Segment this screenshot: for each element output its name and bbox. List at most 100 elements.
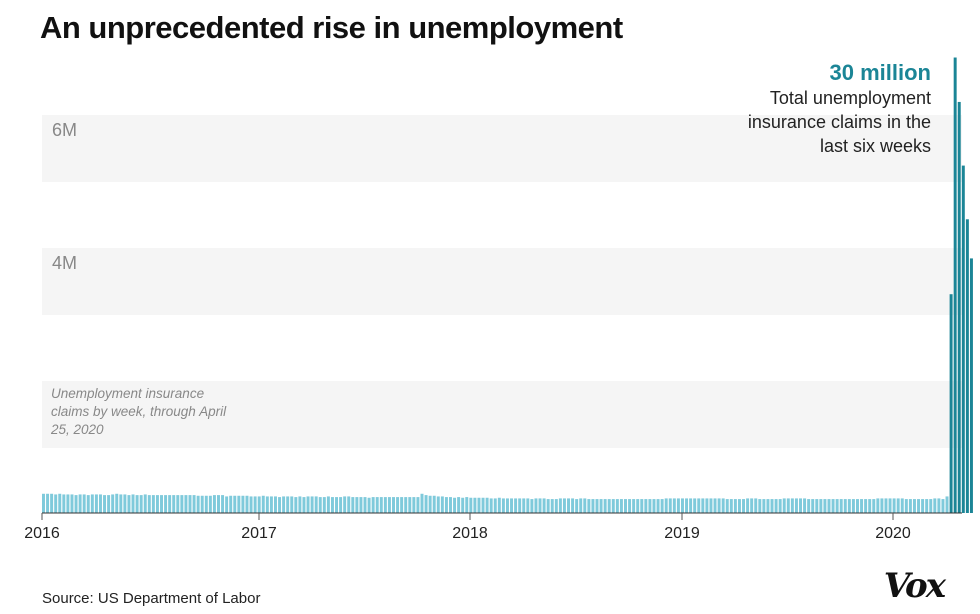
bar [180,495,184,513]
bar [567,498,570,513]
bar [432,495,436,513]
bar [245,495,249,513]
bar [786,498,790,513]
y-tick-label-4m: 4M [52,253,78,273]
bar [514,498,518,513]
bar [599,499,603,513]
bar [449,497,452,513]
bar [371,497,375,513]
bar [925,499,929,513]
bar [758,499,762,513]
bar [672,498,676,513]
bar [811,499,815,513]
bar [823,499,827,513]
bar [278,497,282,513]
bar [363,497,367,513]
bar [400,497,404,513]
bar [851,499,855,513]
bar [880,498,884,513]
bar [347,496,351,513]
bar [953,57,957,513]
bar [420,493,424,513]
bar [261,495,265,513]
bar [965,219,969,513]
bar [676,498,680,513]
bar [200,495,204,513]
bar [945,496,949,513]
bar [896,498,900,513]
bar [957,101,961,513]
bar [314,496,318,513]
bar [693,498,697,513]
bar [273,496,277,513]
bar [530,499,534,513]
bar [461,497,465,513]
bar [383,497,387,513]
vox-logo: Vox [883,566,946,606]
bar [762,499,766,513]
bar [803,498,807,513]
bar [143,494,147,513]
grid-band-2m [42,381,962,448]
bar [290,496,294,513]
bar [147,495,151,513]
bar [367,497,371,513]
bar [912,499,916,513]
bar [408,497,412,513]
bar [664,498,668,513]
bar [648,499,652,513]
bar [888,498,892,513]
bar [546,499,550,513]
bar [847,499,851,513]
bar [469,497,473,513]
bar [481,497,485,513]
bar [253,496,257,513]
bar [42,493,45,513]
bar [587,499,591,513]
bar [343,496,347,513]
bar [884,498,888,513]
bar [778,499,782,513]
bar [562,498,566,513]
bar [257,496,261,513]
bar [668,498,672,513]
x-tick-label-2020: 2020 [875,525,911,542]
bar [229,495,233,513]
bar [294,497,298,513]
bar [86,495,90,513]
bar [624,499,627,513]
bar [542,498,546,513]
bar [111,494,115,513]
bar [497,497,501,513]
y-tick-label-6m: 6M [52,120,78,140]
bar [103,495,107,513]
bar [839,499,843,513]
bar [485,497,489,513]
bar [929,499,933,513]
bar [628,499,632,513]
bar [615,499,619,513]
bar [94,494,98,513]
bar [733,499,737,513]
bar [70,494,74,513]
bar [860,499,864,513]
bar [298,496,302,513]
bar [815,499,819,513]
bar [505,498,509,513]
bar [729,499,733,513]
bar [151,495,155,513]
bar [66,494,70,513]
bar [770,499,774,513]
bar [453,497,457,513]
bar [428,495,432,513]
bar [396,497,400,513]
bar [123,494,127,513]
bar [603,499,607,513]
bar [326,496,330,513]
bar [790,498,794,513]
bar [493,498,497,513]
grid-band-6m [42,115,962,182]
bar [54,494,58,513]
bar [318,497,322,513]
